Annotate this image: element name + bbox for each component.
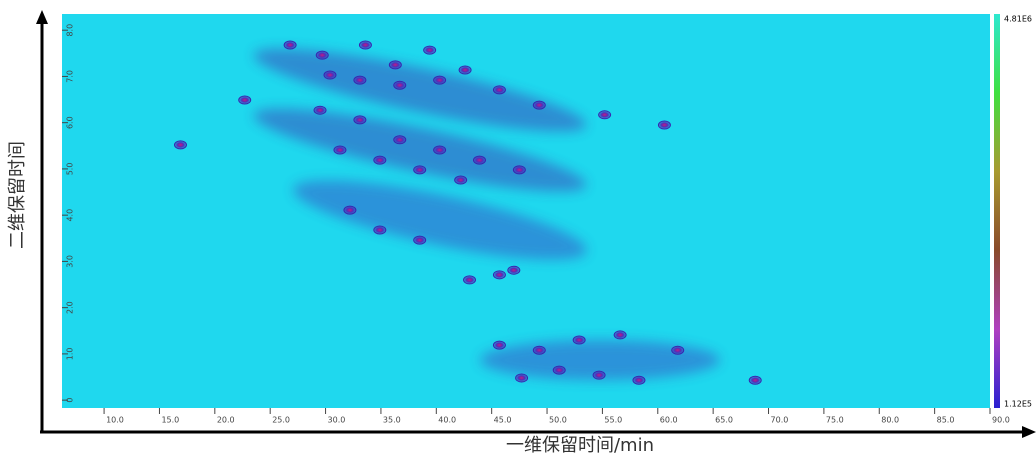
peak [507, 265, 521, 275]
peak [532, 345, 546, 355]
peak [373, 155, 387, 165]
peak [353, 75, 367, 85]
x-tick-label: 75.0 [826, 416, 844, 425]
peak [515, 373, 529, 383]
peak [313, 105, 327, 115]
peak [393, 80, 407, 90]
plot-background [62, 14, 990, 408]
x-arrowhead [1022, 426, 1036, 438]
x-tick-label: 55.0 [604, 416, 622, 425]
colorbar-min: 1.12E5 [1004, 400, 1032, 409]
x-tick-label: 45.0 [494, 416, 512, 425]
y-tick-label: 6.0 [66, 116, 75, 129]
peak [657, 120, 671, 130]
peak [492, 340, 506, 350]
peak [323, 70, 337, 80]
peak [333, 145, 347, 155]
colorbar-max: 4.81E6 [1004, 15, 1032, 24]
peak [315, 50, 329, 60]
y-tick-label: 0 [66, 398, 75, 403]
peak [463, 275, 477, 285]
peak [413, 165, 427, 175]
x-tick-label: 85.0 [937, 416, 955, 425]
peak [388, 60, 402, 70]
peak [393, 135, 407, 145]
peak [632, 375, 646, 385]
x-tick-label: 15.0 [161, 416, 179, 425]
x-tick-label: 20.0 [217, 416, 235, 425]
peak [173, 140, 187, 150]
peak [592, 370, 606, 380]
x-tick-label: 35.0 [383, 416, 401, 425]
peak [238, 95, 252, 105]
peak [343, 205, 357, 215]
x-tick-label: 60.0 [660, 416, 678, 425]
peak [671, 345, 685, 355]
y-tick-label: 3.0 [66, 255, 75, 268]
peak [748, 375, 762, 385]
y-tick-label: 5.0 [66, 163, 75, 176]
y-tick-label: 4.0 [66, 209, 75, 222]
background-bands [253, 48, 720, 380]
peak [552, 365, 566, 375]
peak [433, 145, 447, 155]
x-tick-label: 50.0 [549, 416, 567, 425]
x-tick-label: 65.0 [715, 416, 733, 425]
peak [433, 75, 447, 85]
peak [492, 85, 506, 95]
peak [353, 115, 367, 125]
peak [572, 335, 586, 345]
x-axis-label: 一维保留时间/min [506, 435, 654, 456]
y-tick-label: 2.0 [66, 301, 75, 314]
y-arrowhead [36, 10, 48, 24]
y-tick-label: 7.0 [66, 70, 75, 83]
colorbar-gap [990, 14, 994, 408]
x-tick-label: 80.0 [881, 416, 899, 425]
x-tick-label: 25.0 [272, 416, 290, 425]
y-axis-label: 二维保留时间 [7, 141, 28, 249]
y-tick-label: 8.0 [66, 24, 75, 37]
peak [598, 110, 612, 120]
peak [413, 235, 427, 245]
peak [492, 270, 506, 280]
x-tick-label: 70.0 [771, 416, 789, 425]
x-tick-label: 40.0 [438, 416, 456, 425]
peak [613, 330, 627, 340]
peak [512, 165, 526, 175]
peak [472, 155, 486, 165]
peak [532, 100, 546, 110]
y-tick-label: 1.0 [66, 348, 75, 361]
peak [454, 175, 468, 185]
colorbar [994, 14, 1000, 408]
peak [358, 40, 372, 50]
x-tick-label: 90.0 [992, 416, 1010, 425]
peak [283, 40, 297, 50]
x-tick-label: 10.0 [106, 416, 124, 425]
peak [373, 225, 387, 235]
peak [423, 45, 437, 55]
x-tick-label: 30.0 [328, 416, 346, 425]
peak [458, 65, 472, 75]
